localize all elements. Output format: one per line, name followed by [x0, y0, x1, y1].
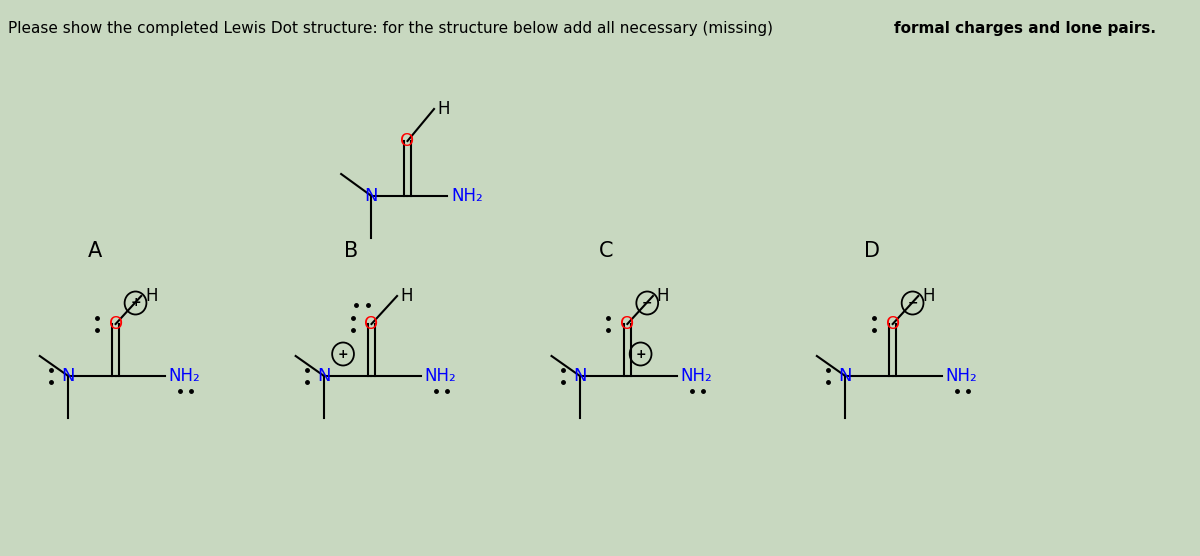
Text: NH₂: NH₂ — [680, 367, 712, 385]
Text: +: + — [635, 348, 646, 360]
Text: A: A — [88, 241, 102, 261]
Text: H: H — [401, 287, 413, 305]
Text: NH₂: NH₂ — [451, 187, 482, 205]
Text: −: − — [642, 296, 653, 310]
Text: N: N — [574, 367, 587, 385]
Text: D: D — [864, 241, 880, 261]
Text: −: − — [907, 296, 918, 310]
Text: H: H — [145, 287, 157, 305]
Text: N: N — [61, 367, 74, 385]
Text: NH₂: NH₂ — [169, 367, 200, 385]
Text: N: N — [365, 187, 378, 205]
Text: H: H — [922, 287, 935, 305]
Text: Please show the completed Lewis Dot structure: for the structure below add all n: Please show the completed Lewis Dot stru… — [7, 21, 778, 36]
Text: O: O — [401, 132, 414, 150]
Text: +: + — [131, 296, 140, 310]
Text: H: H — [656, 287, 670, 305]
Text: NH₂: NH₂ — [946, 367, 978, 385]
Text: O: O — [886, 315, 900, 333]
Text: H: H — [438, 100, 450, 118]
Text: +: + — [337, 348, 348, 360]
Text: O: O — [108, 315, 122, 333]
Text: O: O — [365, 315, 378, 333]
Text: C: C — [599, 241, 613, 261]
Text: formal charges and lone pairs.: formal charges and lone pairs. — [894, 21, 1156, 36]
Text: B: B — [343, 241, 358, 261]
Text: O: O — [620, 315, 635, 333]
Text: NH₂: NH₂ — [425, 367, 456, 385]
Text: N: N — [317, 367, 331, 385]
Text: N: N — [839, 367, 852, 385]
